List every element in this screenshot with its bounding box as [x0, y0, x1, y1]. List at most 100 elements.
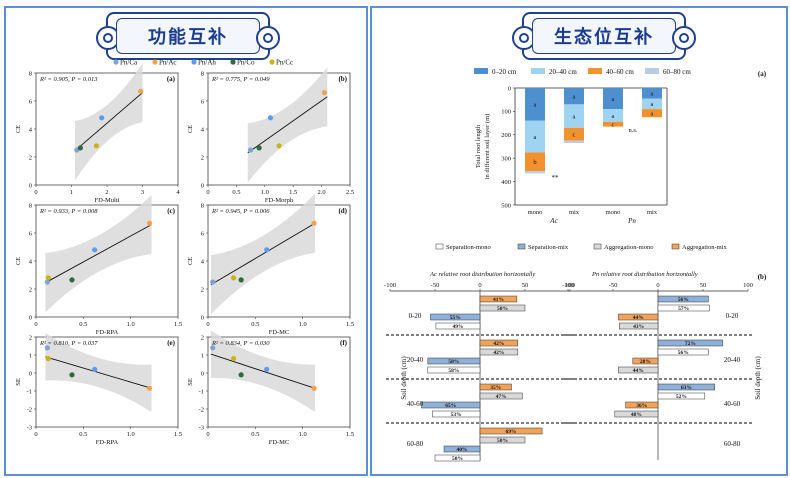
y-tick-label: 1 — [201, 352, 204, 359]
panel-label: (b) — [758, 273, 767, 281]
bar-value-label: 42% — [493, 341, 504, 347]
bar — [479, 348, 519, 356]
bar — [479, 295, 518, 303]
panel-label: (a) — [167, 75, 176, 83]
legend-label: 60–80 cm — [663, 68, 691, 76]
y-tick-label: 6 — [201, 230, 205, 237]
panel-label: (d) — [338, 207, 347, 215]
data-point — [264, 366, 270, 372]
bar-value-label: 58% — [448, 368, 459, 374]
data-point — [230, 356, 237, 362]
depth-label: 20-40 — [724, 356, 741, 364]
y-tick-label: 0 — [201, 182, 204, 189]
x-tick-label: 0 — [478, 282, 481, 289]
y-tick-label: -1 — [27, 388, 32, 395]
x-tick-label: 2.5 — [346, 189, 354, 196]
data-point — [210, 345, 216, 351]
depth-label: 0-20 — [409, 312, 422, 320]
x-tick-label: mono — [606, 209, 621, 216]
bar-value-label: 56% — [678, 297, 689, 303]
x-axis-label: FD-Multi — [95, 197, 120, 204]
fit-line — [247, 96, 328, 154]
x-tick-label: 0 — [34, 431, 37, 438]
data-point — [238, 277, 244, 283]
y-tick-label: -3 — [199, 424, 204, 431]
legend-label: Separation-mono — [446, 244, 491, 251]
fit-line — [74, 92, 143, 152]
data-point — [69, 372, 75, 378]
y-tick-label: 8 — [29, 70, 32, 77]
bar — [632, 357, 659, 365]
y-tick-label: 8 — [201, 202, 204, 209]
data-point — [45, 356, 51, 362]
bar-value-label: 69% — [506, 429, 517, 435]
bar — [625, 401, 659, 409]
x-tick-label: 1.5 — [174, 321, 182, 328]
segment-letter: c — [612, 122, 615, 129]
segment-letter: a — [651, 101, 654, 108]
ornament-icon — [256, 26, 280, 50]
legend-swatch — [517, 243, 526, 250]
data-point — [93, 143, 99, 149]
data-point — [45, 275, 51, 281]
x-tick-label: 0 — [206, 431, 209, 438]
data-point — [44, 345, 50, 351]
y-tick-label: 4 — [201, 258, 205, 265]
depth-label: 60-80 — [724, 440, 741, 448]
x-tick-label: 50 — [700, 282, 707, 289]
bar — [657, 383, 715, 391]
bar-value-label: 50% — [452, 456, 463, 462]
bar — [427, 366, 481, 374]
bar-value-label: 36% — [636, 403, 647, 409]
bar — [430, 313, 481, 321]
legend-marker — [152, 59, 158, 65]
x-tick-label: 0.5 — [79, 431, 87, 438]
group-label: Ac — [549, 217, 558, 225]
legend-swatch — [645, 68, 659, 74]
bar-value-label: 42% — [493, 350, 504, 356]
legend-label: 40–60 cm — [606, 68, 634, 76]
y-tick-label: 0 — [508, 85, 511, 92]
data-point — [311, 220, 317, 226]
x-tick-label: 1.5 — [346, 321, 354, 328]
x-axis-label: FD-Morph — [265, 197, 294, 204]
x-axis-label: FD-RPA — [96, 329, 119, 336]
x-tick-label: 0.5 — [232, 189, 240, 196]
y-tick-label: 0 — [201, 370, 204, 377]
y-tick-label: -2 — [199, 406, 204, 413]
data-point — [238, 372, 244, 378]
group-label: Pn — [627, 217, 636, 225]
x-axis-label: FD-RPA — [96, 439, 119, 446]
bar-segment — [603, 88, 623, 110]
y-tick-label: 2 — [201, 334, 204, 341]
legend-swatch — [671, 243, 680, 250]
bar — [479, 383, 512, 391]
panel-label: (b) — [338, 75, 347, 83]
subplot-title: Ac relative root distribution horizontal… — [429, 271, 535, 278]
bar — [657, 392, 706, 400]
y-tick-label: 0 — [29, 182, 32, 189]
segment-letter: a — [534, 134, 537, 141]
x-tick-label: 100 — [565, 282, 575, 289]
segment-letter: a — [612, 96, 615, 103]
legend-swatch — [474, 68, 488, 74]
x-tick-label: 2 — [105, 189, 108, 196]
legend-marker — [230, 59, 236, 65]
y-axis-label: CE — [187, 125, 194, 133]
y-tick-label: 200 — [501, 132, 511, 139]
data-point — [138, 88, 144, 94]
x-tick-label: 1.5 — [174, 431, 182, 438]
legend-label: Separation-mix — [528, 244, 569, 251]
y-tick-label: 2 — [201, 154, 204, 161]
bar-segment — [603, 121, 623, 127]
data-point — [267, 115, 274, 121]
bar — [432, 410, 481, 418]
y-axis-label: CE — [187, 257, 194, 265]
legend-label: Pn/Cc — [276, 59, 293, 67]
data-point — [77, 145, 83, 151]
bar-segment — [525, 88, 545, 121]
x-tick-label: 2.0 — [318, 189, 326, 196]
bar — [427, 357, 481, 365]
x-tick-label: 1.0 — [127, 431, 135, 438]
bar-value-label: 43% — [633, 324, 644, 330]
